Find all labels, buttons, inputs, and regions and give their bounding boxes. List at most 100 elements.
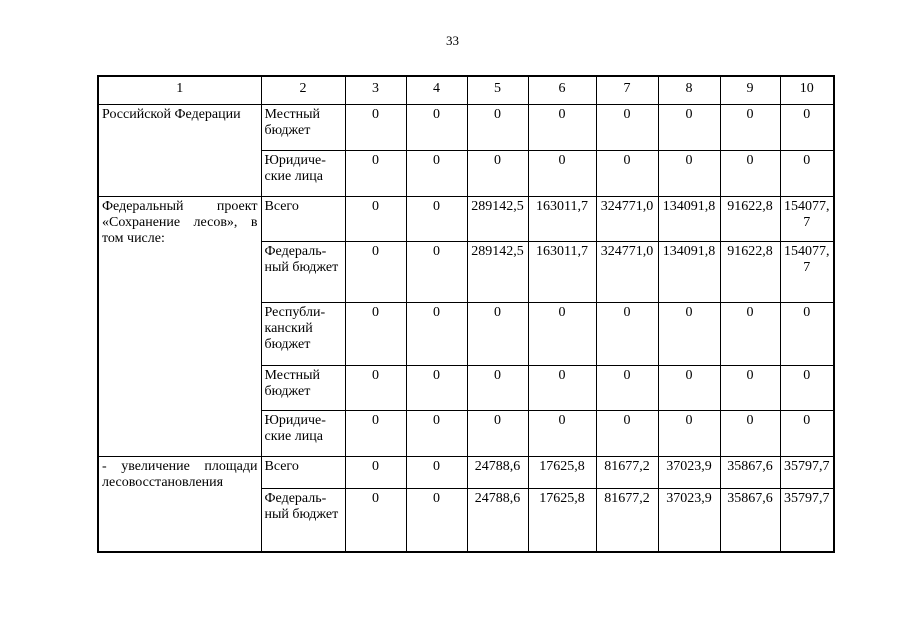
value-cell: 0	[719, 149, 781, 197]
value-cell: 17625,8	[527, 487, 597, 553]
value-cell: 324771,0	[595, 195, 659, 242]
value-cell: 0	[405, 103, 468, 151]
column-header: 10	[779, 75, 835, 105]
budget-type-cell: Республи­канский бюджет	[260, 301, 346, 366]
value-cell: 0	[527, 409, 597, 457]
column-header: 3	[344, 75, 407, 105]
value-cell: 0	[466, 409, 529, 457]
value-cell: 0	[657, 103, 721, 151]
value-cell: 0	[344, 487, 407, 553]
value-cell: 0	[527, 103, 597, 151]
value-cell: 0	[466, 364, 529, 411]
budget-type-cell: Юридиче­ские лица	[260, 149, 346, 197]
value-cell: 81677,2	[595, 455, 659, 489]
value-cell: 0	[466, 149, 529, 197]
value-cell: 163011,7	[527, 195, 597, 242]
value-cell: 35797,7	[779, 487, 835, 553]
value-cell: 324771,0	[595, 240, 659, 303]
value-cell: 0	[344, 364, 407, 411]
value-cell: 0	[779, 364, 835, 411]
table-row: Юридиче­ские лица 0 0 0 0 0 0 0 0	[98, 409, 835, 457]
group-label-cell: Российской Федерации	[97, 103, 262, 197]
group-label-cell: - увеличение площади лесовосстановления	[97, 455, 262, 553]
value-cell: 0	[405, 455, 468, 489]
value-cell: 0	[344, 455, 407, 489]
value-cell: 0	[595, 409, 659, 457]
value-cell: 0	[595, 103, 659, 151]
value-cell: 0	[595, 364, 659, 411]
value-cell: 0	[405, 487, 468, 553]
column-header: 7	[595, 75, 659, 105]
table-row: Местный бюджет 0 0 0 0 0 0 0 0	[98, 364, 835, 411]
value-cell: 81677,2	[595, 487, 659, 553]
group-label-cell: Федеральный проект «Сохранение лесов», в…	[97, 195, 262, 457]
value-cell: 0	[595, 301, 659, 366]
value-cell: 0	[344, 301, 407, 366]
column-header: 6	[527, 75, 597, 105]
value-cell: 0	[719, 364, 781, 411]
budget-type-cell: Юридиче­ские лица	[260, 409, 346, 457]
table-row: Российской Федерации Местный бюджет 0 0 …	[97, 103, 835, 197]
budget-type-cell: Федераль­ный бюд­жет	[260, 487, 346, 553]
value-cell: 289142,5	[466, 195, 529, 242]
value-cell: 37023,9	[657, 455, 721, 489]
value-cell: 0	[527, 364, 597, 411]
value-cell: 0	[405, 195, 468, 242]
table-row: Федеральный проект «Сохранение лесов», в…	[97, 195, 835, 457]
value-cell: 0	[344, 409, 407, 457]
value-cell: 0	[779, 103, 835, 151]
budget-type-cell: Всего	[260, 455, 346, 489]
table-header-row: 1 2 3 4 5 6 7 8 9 10	[97, 75, 835, 105]
value-cell: 0	[657, 409, 721, 457]
table-row: Юридиче­ские лица 0 0 0 0 0 0 0 0	[98, 149, 835, 197]
value-cell: 0	[405, 301, 468, 366]
budget-table: 1 2 3 4 5 6 7 8 9 10 Российской Федераци…	[97, 75, 835, 553]
value-cell: 24788,6	[466, 487, 529, 553]
value-cell: 0	[466, 103, 529, 151]
value-cell: 17625,8	[527, 455, 597, 489]
value-cell: 0	[344, 195, 407, 242]
value-cell: 0	[719, 409, 781, 457]
value-cell: 0	[405, 240, 468, 303]
value-cell: 35867,6	[719, 455, 781, 489]
value-cell: 0	[405, 149, 468, 197]
value-cell: 289142,5	[466, 240, 529, 303]
column-header: 5	[466, 75, 529, 105]
value-cell: 154077, 7	[779, 195, 835, 242]
value-cell: 163011,7	[527, 240, 597, 303]
value-cell: 0	[344, 240, 407, 303]
value-cell: 24788,6	[466, 455, 529, 489]
value-cell: 0	[595, 149, 659, 197]
value-cell: 35867,6	[719, 487, 781, 553]
budget-type-cell: Всего	[260, 195, 346, 242]
value-cell: 0	[527, 149, 597, 197]
page-number: 33	[446, 33, 459, 48]
value-cell: 0	[344, 103, 407, 151]
table-row: Республи­канский бюджет 0 0 0 0 0 0 0 0	[98, 301, 835, 366]
value-cell: 0	[779, 301, 835, 366]
table-row: Федераль­ный бюд­жет 0 0 289142,5 163011…	[98, 240, 835, 303]
value-cell: 134091,8	[657, 240, 721, 303]
value-cell: 0	[527, 301, 597, 366]
value-cell: 91622,8	[719, 195, 781, 242]
budget-type-cell: Местный бюджет	[260, 364, 346, 411]
value-cell: 154077, 7	[779, 240, 835, 303]
value-cell: 0	[779, 149, 835, 197]
table-row: - увеличение площади лесовосстановления …	[97, 455, 835, 553]
table-row: Федераль­ный бюд­жет 0 0 24788,6 17625,8…	[98, 487, 835, 553]
value-cell: 0	[405, 364, 468, 411]
value-cell: 0	[466, 301, 529, 366]
value-cell: 0	[405, 409, 468, 457]
budget-type-cell: Федераль­ный бюд­жет	[260, 240, 346, 303]
value-cell: 0	[719, 301, 781, 366]
value-cell: 0	[719, 103, 781, 151]
value-cell: 0	[779, 409, 835, 457]
column-header: 2	[260, 75, 346, 105]
value-cell: 0	[657, 364, 721, 411]
value-cell: 35797,7	[779, 455, 835, 489]
column-header: 9	[719, 75, 781, 105]
value-cell: 37023,9	[657, 487, 721, 553]
value-cell: 0	[344, 149, 407, 197]
value-cell: 0	[657, 301, 721, 366]
budget-type-cell: Местный бюджет	[260, 103, 346, 151]
